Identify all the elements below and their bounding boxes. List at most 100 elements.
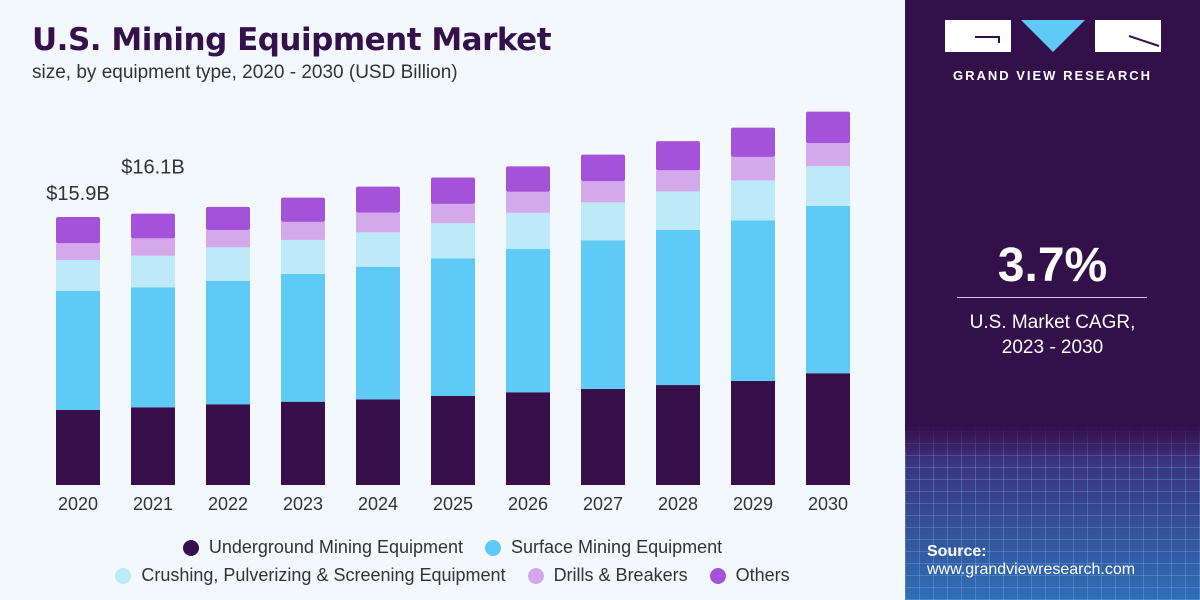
bar-segment-2020-2 (56, 259, 100, 291)
legend-item-surface: Surface Mining Equipment (485, 537, 722, 558)
bar-segment-2027-2 (581, 202, 625, 241)
bar-segment-2021-3 (131, 238, 175, 256)
legend-label: Underground Mining Equipment (208, 537, 464, 557)
bar-segment-2022-2 (206, 247, 250, 281)
x-tick-label: 2027 (583, 494, 623, 514)
total-label: $16.1B (121, 157, 184, 179)
bar-segment-2026-2 (506, 212, 550, 250)
bar-segment-2030-0 (806, 373, 850, 485)
bar-segment-2028-4 (656, 141, 700, 171)
x-tick-label: 2020 (58, 494, 98, 514)
bar-segment-2030-2 (806, 166, 850, 206)
bar-segment-2021-4 (131, 213, 175, 239)
x-tick-label: 2022 (208, 494, 248, 514)
bar-segment-2023-2 (281, 239, 325, 274)
info-panel: GRAND VIEW RESEARCH 3.7% U.S. Market CAG… (905, 0, 1200, 600)
bar-segment-2027-0 (581, 388, 625, 485)
bar-segment-2022-0 (206, 404, 250, 485)
bar-segment-2030-3 (806, 143, 850, 167)
bar-segment-2030-4 (806, 111, 850, 144)
bar-segment-2020-1 (56, 290, 100, 410)
x-tick-label: 2023 (283, 494, 323, 514)
divider (957, 297, 1147, 298)
bar-segment-2029-0 (731, 381, 775, 485)
bar-segment-2027-1 (581, 240, 625, 389)
legend-swatch (115, 567, 132, 584)
legend-item-drills: Drills & Breakers (527, 565, 688, 586)
bar-segment-2020-3 (56, 243, 100, 260)
bar-segment-2026-3 (506, 191, 550, 213)
source-url[interactable]: www.grandviewresearch.com (927, 561, 1136, 578)
bar-segment-2023-3 (281, 221, 325, 240)
chart-subtitle: size, by equipment type, 2020 - 2030 (US… (32, 62, 458, 83)
cagr-label: U.S. Market CAGR, 2023 - 2030 (905, 310, 1200, 360)
bar-segment-2023-1 (281, 273, 325, 402)
legend-label: Others (735, 565, 790, 585)
grand-view-research-logo (945, 20, 1161, 52)
bar-segment-2027-3 (581, 181, 625, 203)
bar-segment-2021-0 (131, 407, 175, 485)
source: Source: www.grandviewresearch.com (927, 543, 1135, 579)
legend-swatch (485, 539, 502, 556)
bar-segment-2025-3 (431, 203, 475, 224)
cagr-label-line-2: 2023 - 2030 (1001, 337, 1104, 358)
bar-segment-2029-3 (731, 156, 775, 181)
legend-swatch (182, 539, 199, 556)
x-tick-label: 2028 (658, 494, 698, 514)
x-tick-label: 2024 (358, 494, 398, 514)
cagr-value: 3.7% (997, 239, 1108, 292)
legend-swatch (527, 567, 544, 584)
bar-segment-2021-1 (131, 287, 175, 408)
bar-segment-2028-3 (656, 170, 700, 192)
bar-segment-2024-4 (356, 186, 400, 213)
x-tick-label: 2026 (508, 494, 548, 514)
bar-segment-2021-2 (131, 255, 175, 288)
legend-label: Drills & Breakers (553, 565, 688, 585)
legend-item-underground: Underground Mining Equipment (182, 537, 464, 558)
legend-label: Surface Mining Equipment (511, 537, 723, 557)
cagr-label-line-1: U.S. Market CAGR, (969, 312, 1136, 333)
bar-segment-2022-4 (206, 206, 250, 230)
stacked-bar-chart: 2020 $15.9B 2021 $16.1B 2022 2023 2024 2025 2026… (46, 111, 850, 514)
bar-segment-2025-1 (431, 258, 475, 397)
bar-segment-2028-2 (656, 191, 700, 230)
bar-segment-2027-4 (581, 154, 625, 182)
bar-segment-2026-0 (506, 392, 550, 485)
bar-segment-2024-2 (356, 232, 400, 267)
bar-segment-2024-0 (356, 399, 400, 485)
source-label: Source: (927, 543, 987, 560)
bar-segment-2029-2 (731, 180, 775, 221)
total-label: $15.9B (46, 183, 109, 205)
bar-segment-2024-1 (356, 266, 400, 400)
grid-decoration (905, 425, 1200, 600)
bar-segment-2029-1 (731, 220, 775, 382)
bar-segment-2024-3 (356, 212, 400, 233)
bar-segment-2026-4 (506, 166, 550, 192)
brand-name: GRAND VIEW RESEARCH (952, 68, 1153, 83)
bar-segment-2028-1 (656, 229, 700, 386)
bar-segment-2028-0 (656, 385, 700, 485)
bar-segment-2030-1 (806, 205, 850, 374)
bar-segment-2020-0 (56, 409, 100, 485)
legend-item-crushing: Crushing, Pulverizing & Screening Equipm… (115, 565, 506, 586)
chart-title: U.S. Mining Equipment Market (32, 22, 552, 58)
x-tick-label: 2029 (733, 494, 773, 514)
x-tick-label: 2025 (433, 494, 473, 514)
bar-segment-2022-1 (206, 280, 250, 405)
legend-row-2: Crushing, Pulverizing & Screening Equipm… (0, 565, 905, 586)
bar-segment-2023-0 (281, 401, 325, 485)
legend-swatch (709, 567, 726, 584)
bar-segment-2025-0 (431, 396, 475, 485)
bar-segment-2026-1 (506, 249, 550, 393)
legend-label: Crushing, Pulverizing & Screening Equipm… (141, 565, 506, 585)
legend-item-others: Others (709, 565, 790, 586)
bar-segment-2023-4 (281, 197, 325, 222)
bar-segment-2022-3 (206, 229, 250, 248)
x-tick-label: 2021 (133, 494, 173, 514)
bar-segment-2020-4 (56, 217, 100, 244)
bar-segment-2025-2 (431, 223, 475, 259)
legend-row-1: Underground Mining Equipment Surface Min… (0, 537, 905, 558)
bar-segment-2025-4 (431, 177, 475, 204)
x-tick-label: 2030 (808, 494, 848, 514)
bar-segment-2029-4 (731, 127, 775, 157)
